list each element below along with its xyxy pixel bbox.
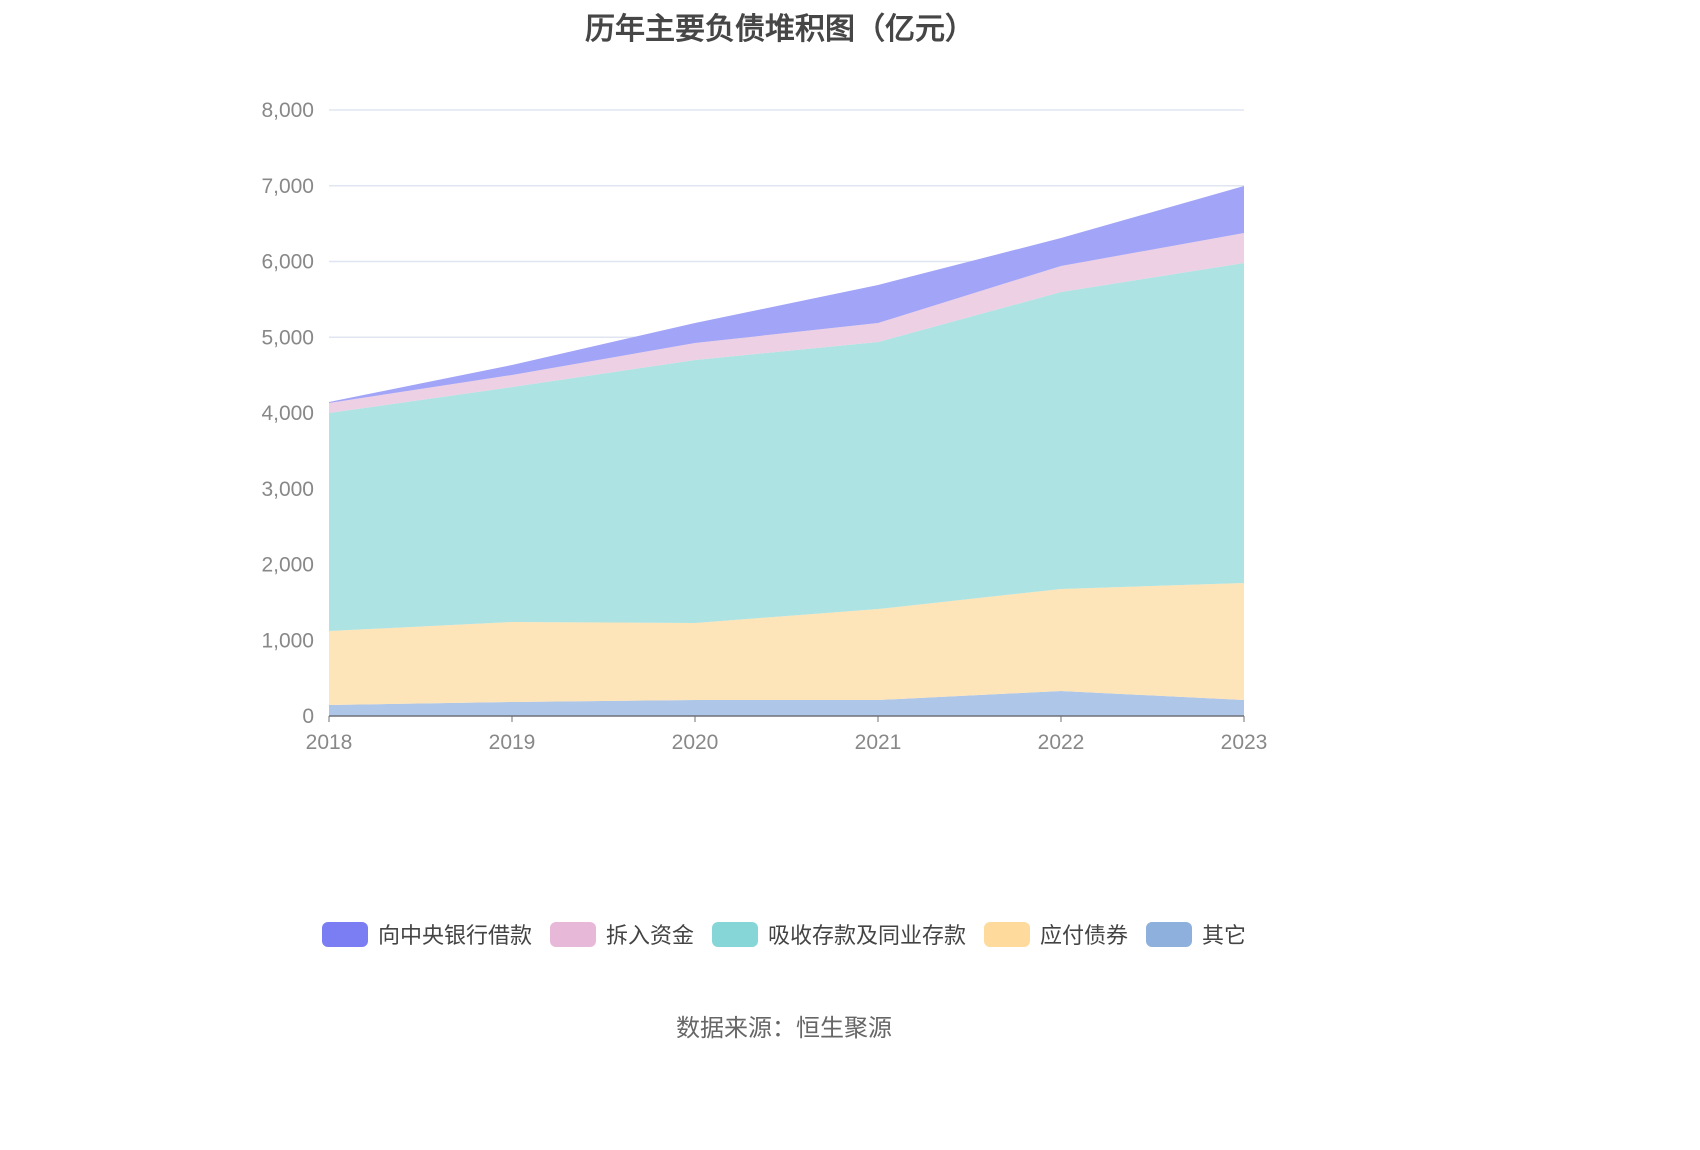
- area-series-2: [329, 263, 1244, 632]
- y-tick-label: 2,000: [261, 554, 314, 577]
- legend-item[interactable]: 其它: [1146, 918, 1246, 950]
- area-series-0: [329, 691, 1244, 716]
- legend-swatch: [711, 921, 758, 947]
- legend-swatch: [984, 921, 1030, 947]
- x-tick-label: 2022: [1038, 731, 1085, 754]
- legend-item[interactable]: 拆入资金: [549, 918, 694, 950]
- x-tick-label: 2020: [672, 731, 719, 754]
- chart-title: 历年主要负债堆积图（亿元）: [585, 12, 975, 47]
- legend-label: 拆入资金: [605, 924, 694, 949]
- legend-item[interactable]: 向中央银行借款: [321, 918, 532, 950]
- area-series-3: [329, 233, 1244, 413]
- data-source: 数据来源：恒生聚源: [676, 1014, 892, 1042]
- legend-label: 吸收存款及同业存款: [767, 924, 966, 949]
- legend-item[interactable]: 吸收存款及同业存款: [711, 918, 966, 950]
- area-series-1: [329, 582, 1244, 706]
- legend-label: 向中央银行借款: [377, 924, 532, 949]
- legend-swatch: [321, 921, 368, 947]
- x-tick-label: 2019: [489, 731, 536, 754]
- y-tick-label: 6,000: [261, 251, 314, 274]
- y-tick-label: 4,000: [261, 402, 314, 425]
- y-tick-label: 1,000: [261, 629, 314, 652]
- legend-swatch: [549, 921, 596, 947]
- y-tick-label: 5,000: [261, 326, 314, 349]
- legend-item[interactable]: 应付债券: [984, 918, 1128, 950]
- legend: 向中央银行借款 拆入资金 吸收存款及同业存款 应付债券 其它: [0, 918, 1568, 950]
- stacked-area-chart: 0 1,000 2,000 3,000 4,000 5,000 6,000 7,000 8,00…: [261, 99, 1268, 754]
- y-tick-label: 0: [302, 705, 314, 728]
- x-tick-label: 2023: [1221, 731, 1268, 754]
- legend-label: 其它: [1202, 924, 1247, 949]
- legend-label: 应付债券: [1040, 924, 1129, 949]
- x-tick-label: 2018: [306, 731, 353, 754]
- y-tick-label: 7,000: [261, 175, 314, 198]
- y-tick-label: 3,000: [261, 478, 314, 501]
- legend-swatch: [1146, 921, 1193, 947]
- y-tick-label: 8,000: [261, 99, 314, 122]
- x-tick-label: 2021: [855, 731, 902, 754]
